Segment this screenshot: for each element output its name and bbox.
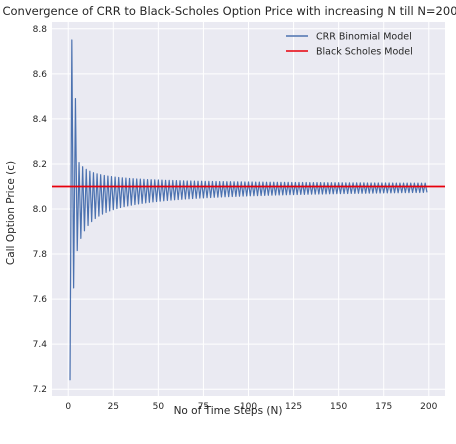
x-tick-label: 175	[375, 402, 392, 412]
x-tick-label: 75	[198, 402, 209, 412]
x-tick-label: 0	[65, 402, 71, 412]
tick-labels: 0 25 50 75 100 125 150 175 200 7.2 7.4 7.6 7.8 8.0 8.2…	[33, 25, 438, 412]
x-tick-label: 150	[330, 402, 347, 412]
y-axis-label: Call Option Price (c)	[5, 161, 17, 265]
x-tick-label: 50	[153, 402, 165, 412]
legend-label-crr: CRR Binomial Model	[316, 32, 412, 43]
series-layer	[52, 39, 445, 381]
series-line-crr	[69, 39, 428, 381]
legend-label-black-scholes: Black Scholes Model	[316, 47, 413, 58]
y-tick-label: 8.4	[33, 115, 48, 125]
y-tick-label: 8.0	[33, 205, 48, 215]
chart-title: Convergence of CRR to Black-Scholes Opti…	[2, 4, 456, 18]
y-tick-label: 7.2	[33, 385, 47, 395]
y-tick-label: 7.6	[33, 295, 48, 305]
legend: CRR Binomial Model Black Scholes Model	[286, 32, 413, 58]
x-tick-label: 100	[240, 402, 257, 412]
x-tick-label: 25	[108, 402, 119, 412]
grid	[52, 22, 445, 396]
y-tick-label: 8.2	[33, 160, 47, 170]
x-tick-label: 125	[285, 402, 302, 412]
y-tick-label: 7.4	[33, 340, 48, 350]
x-axis-label: No of Time Steps (N)	[174, 405, 283, 417]
y-tick-label: 7.8	[33, 250, 48, 260]
y-tick-label: 8.6	[33, 70, 48, 80]
y-tick-label: 8.8	[33, 25, 48, 35]
x-tick-label: 200	[420, 402, 437, 412]
